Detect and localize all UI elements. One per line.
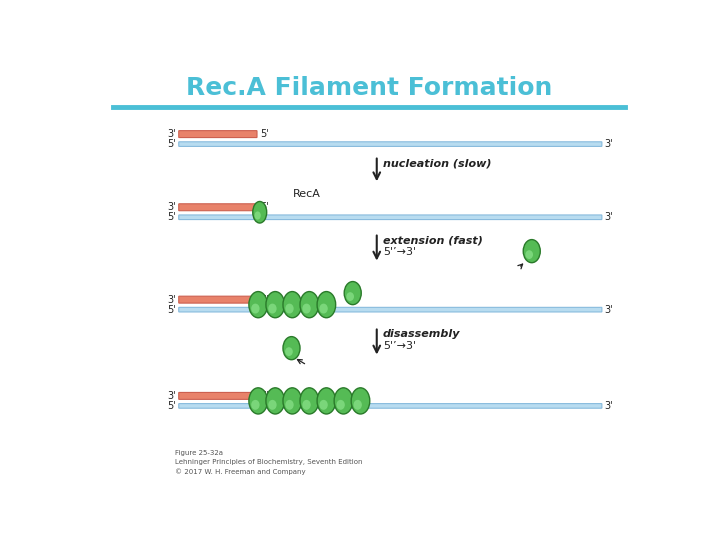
Ellipse shape <box>283 292 302 318</box>
Text: RecA: RecA <box>293 189 321 199</box>
Ellipse shape <box>269 303 276 314</box>
Ellipse shape <box>253 201 266 223</box>
Text: 3': 3' <box>167 202 176 212</box>
Ellipse shape <box>251 400 260 410</box>
FancyBboxPatch shape <box>179 215 602 220</box>
Ellipse shape <box>266 292 284 318</box>
Ellipse shape <box>249 292 267 318</box>
Text: 5': 5' <box>167 139 176 149</box>
Ellipse shape <box>300 292 319 318</box>
Text: 5': 5' <box>260 391 269 401</box>
Text: 5': 5' <box>167 401 176 411</box>
Text: 3': 3' <box>167 295 176 305</box>
Ellipse shape <box>302 400 311 410</box>
Text: 3': 3' <box>605 401 613 411</box>
Ellipse shape <box>523 240 540 262</box>
Ellipse shape <box>344 281 361 305</box>
Text: 5': 5' <box>260 202 269 212</box>
FancyBboxPatch shape <box>179 403 602 408</box>
Text: 3': 3' <box>605 139 613 149</box>
Text: 5'’→3': 5'’→3' <box>383 341 416 351</box>
Text: 5': 5' <box>167 305 176 315</box>
Text: 3': 3' <box>605 305 613 315</box>
Ellipse shape <box>300 388 319 414</box>
Text: disassembly: disassembly <box>383 329 461 339</box>
Text: Rec.A Filament Formation: Rec.A Filament Formation <box>186 76 552 100</box>
FancyBboxPatch shape <box>179 131 257 138</box>
Text: 3': 3' <box>605 212 613 222</box>
Ellipse shape <box>334 388 353 414</box>
FancyBboxPatch shape <box>179 204 257 211</box>
Text: 5': 5' <box>167 212 176 222</box>
Ellipse shape <box>285 400 294 410</box>
Text: 5': 5' <box>260 295 269 305</box>
Ellipse shape <box>254 211 261 220</box>
FancyBboxPatch shape <box>179 296 257 303</box>
Ellipse shape <box>320 400 328 410</box>
FancyBboxPatch shape <box>179 393 257 400</box>
Text: nucleation (slow): nucleation (slow) <box>383 158 492 168</box>
Text: 3': 3' <box>167 129 176 139</box>
Text: 5'’→3': 5'’→3' <box>383 247 416 257</box>
Ellipse shape <box>283 388 302 414</box>
Ellipse shape <box>317 292 336 318</box>
Ellipse shape <box>354 400 362 410</box>
Ellipse shape <box>269 400 276 410</box>
Text: 3': 3' <box>167 391 176 401</box>
Ellipse shape <box>526 250 533 259</box>
Text: 5': 5' <box>260 129 269 139</box>
Ellipse shape <box>266 388 284 414</box>
FancyBboxPatch shape <box>179 307 602 312</box>
Ellipse shape <box>346 292 354 301</box>
Text: Figure 25-32a
Lehninger Principles of Biochemistry, Seventh Edition
© 2017 W. H.: Figure 25-32a Lehninger Principles of Bi… <box>175 450 363 475</box>
Ellipse shape <box>320 303 328 314</box>
Ellipse shape <box>285 303 294 314</box>
Ellipse shape <box>249 388 267 414</box>
Ellipse shape <box>285 347 293 356</box>
Ellipse shape <box>283 336 300 360</box>
Ellipse shape <box>351 388 370 414</box>
Ellipse shape <box>251 303 260 314</box>
FancyBboxPatch shape <box>179 142 602 146</box>
Text: extension (fast): extension (fast) <box>383 235 483 245</box>
Ellipse shape <box>302 303 311 314</box>
Ellipse shape <box>336 400 345 410</box>
Ellipse shape <box>317 388 336 414</box>
